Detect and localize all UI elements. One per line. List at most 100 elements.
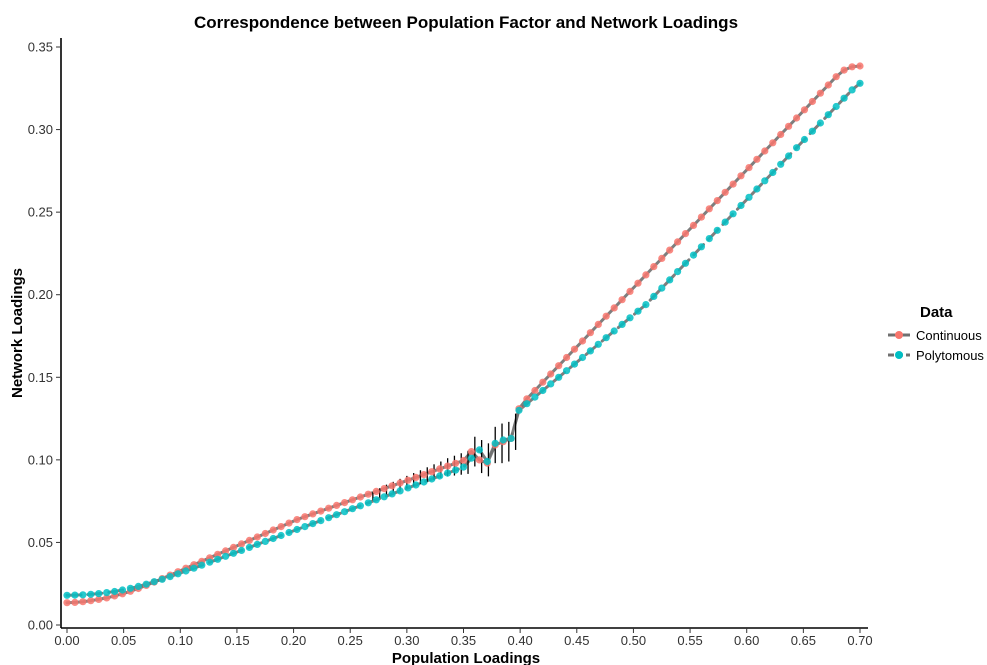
series-line-polytomous bbox=[65, 81, 862, 597]
data-point-polytomous bbox=[610, 327, 618, 335]
data-point-polytomous bbox=[507, 434, 515, 442]
data-point-polytomous bbox=[578, 353, 587, 362]
data-point-continuous bbox=[71, 598, 79, 607]
data-point-continuous bbox=[721, 188, 729, 196]
data-point-polytomous bbox=[348, 505, 357, 513]
data-point-continuous bbox=[277, 523, 285, 531]
data-point-continuous bbox=[808, 97, 817, 106]
data-point-polytomous bbox=[372, 496, 380, 504]
data-point-polytomous bbox=[412, 481, 420, 489]
data-point-continuous bbox=[658, 254, 666, 262]
data-point-continuous bbox=[436, 465, 444, 473]
x-tick-label: 0.15 bbox=[224, 633, 249, 648]
data-point-continuous bbox=[364, 490, 372, 498]
data-point-polytomous bbox=[523, 400, 531, 408]
data-point-polytomous bbox=[380, 493, 388, 501]
data-point-polytomous bbox=[681, 259, 690, 267]
y-tick-label: 0.15 bbox=[28, 370, 53, 385]
y-tick-label: 0.05 bbox=[28, 535, 53, 550]
data-point-continuous bbox=[705, 205, 713, 213]
x-tick-label: 0.65 bbox=[791, 633, 816, 648]
data-point-continuous bbox=[840, 66, 848, 74]
data-point-continuous bbox=[745, 164, 753, 172]
data-point-continuous bbox=[404, 476, 412, 484]
x-tick-label: 0.40 bbox=[507, 633, 532, 648]
data-point-continuous bbox=[63, 599, 71, 607]
data-point-polytomous bbox=[737, 201, 745, 210]
series-line-continuous bbox=[65, 64, 862, 605]
data-point-polytomous bbox=[459, 463, 468, 471]
data-point-polytomous bbox=[71, 591, 79, 599]
data-point-polytomous bbox=[563, 367, 571, 375]
data-point-continuous bbox=[610, 304, 618, 312]
data-point-polytomous bbox=[95, 590, 103, 598]
series-layer bbox=[65, 64, 862, 605]
x-tick-label: 0.05 bbox=[111, 633, 136, 648]
legend-label: Polytomous bbox=[916, 348, 984, 363]
data-point-polytomous bbox=[142, 580, 150, 588]
data-point-continuous bbox=[301, 513, 309, 521]
data-point-polytomous bbox=[229, 549, 238, 557]
data-point-continuous bbox=[578, 337, 587, 345]
legend-key-point bbox=[895, 331, 903, 339]
data-point-continuous bbox=[452, 459, 460, 467]
data-point-continuous bbox=[634, 279, 642, 287]
data-point-polytomous bbox=[420, 478, 428, 486]
data-point-polytomous bbox=[697, 243, 706, 251]
data-point-polytomous bbox=[475, 446, 483, 454]
data-point-continuous bbox=[341, 499, 349, 507]
data-point-continuous bbox=[602, 312, 610, 320]
data-point-polytomous bbox=[555, 373, 563, 381]
data-point-continuous bbox=[539, 378, 547, 386]
data-point-continuous bbox=[642, 271, 650, 279]
data-point-continuous bbox=[103, 594, 111, 602]
data-point-continuous bbox=[237, 540, 246, 548]
data-point-polytomous bbox=[467, 454, 475, 462]
data-point-continuous bbox=[388, 482, 396, 490]
y-tick-label: 0.30 bbox=[28, 122, 53, 137]
data-point-polytomous bbox=[63, 591, 71, 599]
data-point-continuous bbox=[420, 471, 428, 479]
data-point-continuous bbox=[547, 370, 555, 378]
data-point-polytomous bbox=[285, 528, 293, 537]
data-point-polytomous bbox=[325, 514, 333, 522]
data-point-polytomous bbox=[444, 469, 452, 477]
data-point-continuous bbox=[793, 114, 801, 122]
data-point-continuous bbox=[214, 550, 222, 558]
data-point-polytomous bbox=[785, 152, 793, 160]
data-point-continuous bbox=[785, 122, 793, 130]
data-point-polytomous bbox=[309, 520, 317, 528]
data-point-polytomous bbox=[729, 210, 737, 218]
data-point-polytomous bbox=[666, 276, 674, 284]
data-point-polytomous bbox=[317, 517, 325, 525]
data-point-continuous bbox=[650, 263, 658, 271]
data-point-continuous bbox=[467, 448, 475, 456]
data-point-continuous bbox=[261, 529, 269, 538]
data-point-polytomous bbox=[198, 561, 206, 569]
points-layer bbox=[63, 62, 864, 607]
data-point-continuous bbox=[317, 507, 325, 515]
data-point-polytomous bbox=[428, 475, 436, 483]
y-axis-ticks: 0.00 0.05 0.10 0.15 0.20 0.25 0.30 0.35 bbox=[28, 40, 61, 633]
data-point-polytomous bbox=[206, 558, 214, 566]
data-point-polytomous bbox=[150, 578, 158, 586]
data-point-continuous bbox=[832, 73, 840, 81]
data-point-polytomous bbox=[166, 573, 174, 581]
data-point-continuous bbox=[444, 462, 452, 470]
data-point-continuous bbox=[253, 533, 261, 541]
data-point-polytomous bbox=[237, 546, 246, 555]
data-point-continuous bbox=[372, 487, 380, 495]
data-point-continuous bbox=[753, 155, 761, 163]
data-point-polytomous bbox=[594, 340, 602, 348]
data-point-polytomous bbox=[253, 540, 261, 549]
data-point-continuous bbox=[459, 456, 468, 465]
data-point-continuous bbox=[333, 501, 341, 509]
y-tick-label: 0.35 bbox=[28, 40, 53, 55]
data-point-polytomous bbox=[126, 584, 134, 592]
data-point-polytomous bbox=[753, 185, 761, 193]
data-point-polytomous bbox=[705, 235, 713, 243]
data-point-continuous bbox=[824, 81, 832, 89]
legend-key-point bbox=[895, 351, 903, 359]
data-point-polytomous bbox=[436, 472, 444, 480]
data-point-polytomous bbox=[531, 393, 539, 401]
